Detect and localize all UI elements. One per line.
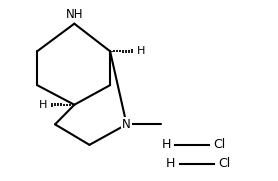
Text: H: H [166, 157, 176, 170]
Text: H: H [39, 100, 48, 110]
Text: H: H [161, 138, 171, 151]
Text: H: H [137, 46, 145, 56]
Text: Cl: Cl [213, 138, 225, 151]
Text: N: N [122, 118, 131, 131]
Text: NH: NH [66, 8, 83, 21]
Text: Cl: Cl [218, 157, 230, 170]
